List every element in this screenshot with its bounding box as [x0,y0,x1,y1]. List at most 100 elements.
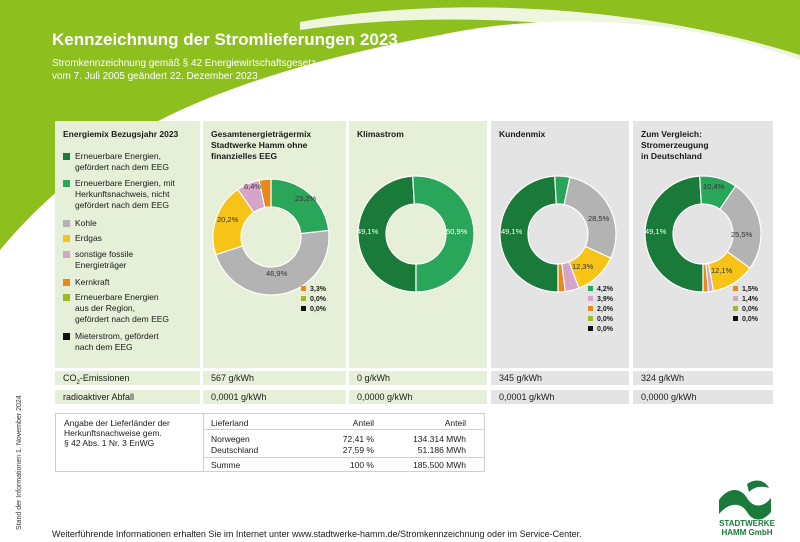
table-cell: 134.314 MWh [413,434,466,444]
small-legend-value: 0,0% [310,296,327,303]
slice-label: 12,1% [711,266,733,275]
waste-value: 0,0000 g/kWh [633,390,773,404]
legend-label: Kernkraft [75,277,110,287]
slice-label: 6,4% [244,182,261,191]
small-legend-value: 0,0% [310,306,327,313]
logo-text: STADTWERKE HAMM GmbH [719,519,775,537]
small-legend-value: 3,9% [597,296,614,303]
legend-item: Erneuerbare Energien aus der Region, geför… [63,292,169,325]
chart-title-line: Stromerzeugung [641,140,709,150]
small-legend-value: 3,3% [310,286,327,293]
small-legend-swatch [733,306,738,311]
small-legend-value: 4,2% [597,286,614,293]
co2-value: 0 g/kWh [349,371,487,385]
table-cell: 72,41 % [342,434,374,444]
chart-title: Zum Vergleich: Stromerzeugung in Deutsch… [641,129,709,162]
table-header: Lieferland [211,418,249,428]
small-legend-swatch [301,296,306,301]
chart-title: Gesamtenergieträgermix Stadtwerke Hamm o… [211,129,311,162]
subtitle-line: Stromkennzeichnung gemäß § 42 Energiewir… [52,58,317,69]
chart-title: Kundenmix [499,129,545,140]
stadtwerke-logo-icon [719,480,771,520]
page-title: Kennzeichnung der Stromlieferungen 2023 [52,30,398,49]
legend-label: gefördert nach dem EEG [75,162,170,172]
co2-value: 324 g/kWh [633,371,773,385]
origin-table: Angabe der Lieferländer der Herkunftsnac… [55,413,485,472]
co2-value: 567 g/kWh [203,371,346,385]
legend-swatch [63,180,70,187]
co2-label: CO2-Emissionen [55,371,200,386]
slice-label: 49,1% [645,227,667,236]
small-legend-value: 0,0% [597,326,614,333]
panel-gesamtmix: Gesamtenergieträgermix Stadtwerke Hamm o… [203,121,346,368]
donut-chart-deutschland: 49,1% 10,4% 25,5% 12,1% 1,5% 1,4% 0,0% 0,0% [644,175,762,323]
small-legend-value: 0,0% [742,306,759,313]
small-legend-value: 0,0% [742,316,759,323]
slice-label: 25,5% [731,230,753,239]
waste-value: 0,0001 g/kWh [203,390,346,404]
legend-item: sonstige fossile Energieträger [63,249,133,271]
legend-label: Mieterstrom, gefördert [75,331,159,341]
slice-label: 49,1% [357,227,379,236]
legend-swatch [63,220,70,227]
small-legend-swatch [301,306,306,311]
table-cell: 27,59 % [342,445,374,455]
legend-swatch [63,279,70,286]
small-legend-swatch [733,286,738,291]
legend-label: gefördert nach dem EEG [75,200,170,210]
small-legend-swatch [588,326,593,331]
table-cell: Norwegen [211,434,250,444]
legend-label: Energieträger [75,260,127,270]
small-legend-swatch [588,316,593,321]
waste-value: 0,0000 g/kWh [349,390,487,404]
table-sum: Summe [211,460,241,470]
small-legend-value: 1,4% [742,296,759,303]
chart-title-line: Stadtwerke Hamm ohne [211,140,308,150]
chart-title-line: Zum Vergleich: [641,129,702,139]
legend-label: aus der Region, [75,303,136,313]
legend-item: Erneuerbare Energien, mit Herkunftsnachwe… [63,178,175,211]
small-legend-swatch [588,306,593,311]
legend-label: Erneuerbare Energien [75,292,159,302]
legend-swatch [63,235,70,242]
chart-title-line: in Deutschland [641,151,702,161]
legend-label: nach dem EEG [75,342,133,352]
slice-label: 10,4% [703,182,725,191]
donut-slice [557,263,566,293]
donut-slice [563,176,617,259]
table-cell: 51.186 MWh [417,445,466,455]
info-date: Stand der Informationen 1. November 2024 [16,395,23,530]
small-legend-swatch [733,296,738,301]
donut-slice [214,229,330,296]
slice-label: 49,1% [501,227,523,236]
chart-title: Klimastrom [357,129,404,140]
co2-value: 345 g/kWh [491,371,629,385]
panel-deutschland: Zum Vergleich: Stromerzeugung in Deutsch… [633,121,773,368]
small-legend-swatch [301,286,306,291]
panel-kundenmix: Kundenmix 49,1% 28,5% 12,3% 4,2% 3,9% 2,0% 0,0… [491,121,629,368]
table-header: Anteil [444,418,466,428]
waste-label: radioaktiver Abfall [55,390,200,404]
donut-slice [702,263,710,293]
table-sum: 100 % [349,460,374,470]
donut-chart-gesamtmix: 23,2% 46,9% 20,2% 6,4% 3,3% 0,0% 0,0% [212,178,330,313]
legend-label: gefördert nach dem EEG [75,314,170,324]
donut-slice [270,178,330,235]
legend-label: Erneuerbare Energien, [75,151,162,161]
slice-label: 46,9% [266,269,288,278]
legend-label: Kohle [75,218,97,228]
footer-text: Weiterführende Informationen erhalten Si… [52,529,582,539]
small-legend-value: 1,5% [742,286,759,293]
slice-label: 28,5% [588,214,610,223]
legend-panel: Energiemix Bezugsjahr 2023 Erneuerbare E… [55,121,200,368]
legend-item: Erdgas [63,233,102,244]
small-legend-swatch [588,296,593,301]
table-sum: 185.500 MWh [413,460,466,470]
chart-title-line: Kundenmix [499,129,546,139]
legend-label: Herkunftsnachweis, nicht [75,189,170,199]
donut-slice [644,175,704,293]
legend-title: Energiemix Bezugsjahr 2023 [63,129,179,139]
slice-label: 50,9% [446,227,468,236]
subtitle-line: vom 7. Juli 2005 geändert 22. Dezember 2… [52,71,258,82]
